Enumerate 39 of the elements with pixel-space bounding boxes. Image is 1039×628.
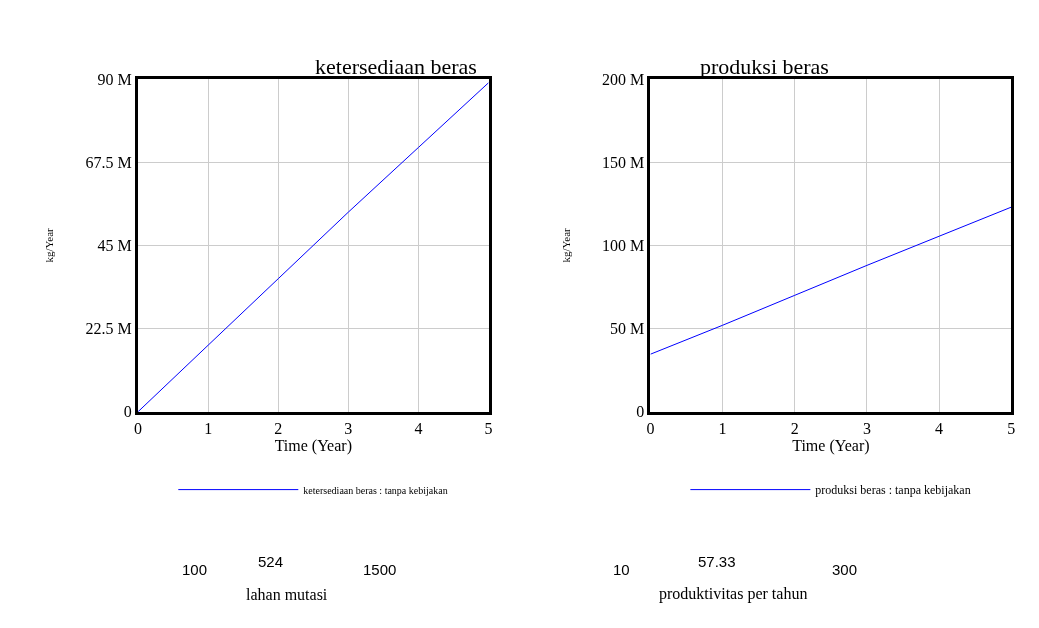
x-axis-title: Time (Year) <box>274 436 352 455</box>
y-tick-label: 90 M <box>97 70 132 88</box>
text: 100 <box>182 561 208 578</box>
x-tick-label: 3 <box>344 419 353 437</box>
x-tick-label: 4 <box>935 419 944 437</box>
x-tick-label: 1 <box>204 419 213 437</box>
text: lahan mutasi <box>246 586 328 603</box>
line-series <box>138 82 489 412</box>
x-tick-label: 2 <box>790 419 799 437</box>
y-axis-title: kg/Year <box>559 227 572 263</box>
text: 1500 <box>363 561 397 578</box>
y-tick-label: 0 <box>636 403 645 421</box>
text: ketersediaan beras : tanpa kebijakan <box>303 484 448 496</box>
y-axis-title: kg/Year <box>43 227 56 263</box>
x-axis-title: Time (Year) <box>792 436 870 455</box>
x-tick-label: 2 <box>274 419 283 437</box>
y-tick-label: 45 M <box>97 236 132 254</box>
text: 57.33 <box>698 553 736 570</box>
y-tick-label: 150 M <box>602 153 645 171</box>
y-tick-label: 50 M <box>610 320 645 338</box>
chart-title: produksi beras <box>700 54 829 79</box>
x-tick-label: 5 <box>484 419 493 437</box>
line-series <box>650 206 1012 355</box>
x-tick-label: 4 <box>414 419 423 437</box>
y-tick-label: 0 <box>123 403 132 421</box>
y-tick-label: 100 M <box>602 236 645 254</box>
y-tick-label: 67.5 M <box>85 153 132 171</box>
y-tick-label: 200 M <box>602 70 645 88</box>
text: 300 <box>832 561 858 578</box>
text: produksi beras : tanpa kebijakan <box>815 483 971 498</box>
chart-title: ketersediaan beras <box>315 54 477 79</box>
text: 524 <box>258 553 284 570</box>
x-tick-label: 5 <box>1007 419 1016 437</box>
y-tick-label: 22.5 M <box>85 320 132 338</box>
text: 10 <box>613 561 630 578</box>
x-tick-label: 0 <box>134 419 143 437</box>
x-tick-label: 3 <box>862 419 871 437</box>
x-tick-label: 1 <box>718 419 727 437</box>
text: produktivitas per tahun <box>659 585 808 603</box>
